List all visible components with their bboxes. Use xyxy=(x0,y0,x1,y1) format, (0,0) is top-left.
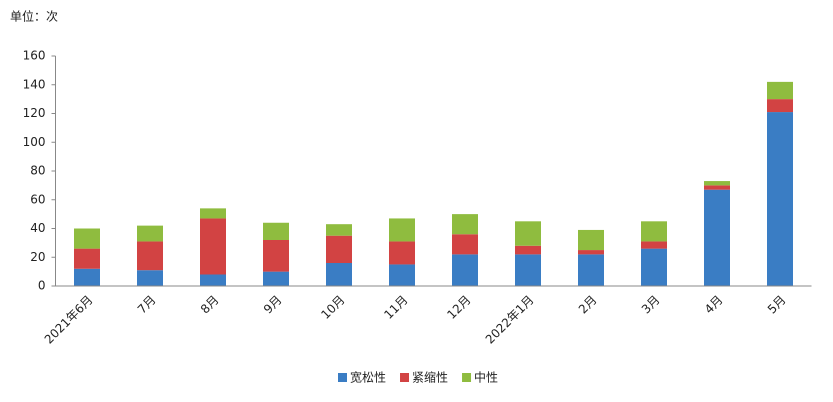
bar-segment xyxy=(767,99,793,113)
bar-segment xyxy=(767,112,793,286)
x-tick-label: 3月 xyxy=(639,293,663,317)
y-tick-label: 140 xyxy=(23,77,46,91)
x-tick-label: 11月 xyxy=(381,293,410,322)
bar-segment xyxy=(578,229,604,251)
y-tick-label: 160 xyxy=(23,49,46,63)
bar-segment xyxy=(578,250,604,255)
bar-segment xyxy=(389,218,415,242)
x-tick-label: 4月 xyxy=(702,293,726,317)
x-tick-label: 5月 xyxy=(765,293,789,317)
bar-segment xyxy=(137,241,163,271)
legend-label: 紧缩性 xyxy=(412,370,448,385)
legend-swatch xyxy=(400,373,410,382)
bar-segment xyxy=(641,221,667,242)
bar-segment xyxy=(767,81,793,100)
x-tick-label: 2022年1月 xyxy=(483,293,537,347)
bar-segment xyxy=(74,248,100,269)
bar-segment xyxy=(263,271,289,286)
bar-segment xyxy=(641,241,667,249)
x-tick-label: 8月 xyxy=(198,293,222,317)
bar-segment xyxy=(389,264,415,286)
legend-label: 中性 xyxy=(474,370,498,385)
legend-label: 宽松性 xyxy=(350,370,386,385)
unit-label: 单位：次 xyxy=(10,9,58,24)
x-tick-label: 2月 xyxy=(576,293,600,317)
x-tick-label: 10月 xyxy=(318,293,347,322)
bar-segment xyxy=(704,181,730,186)
bar-segment xyxy=(452,214,478,235)
bar-segment xyxy=(74,268,100,286)
bar-segment xyxy=(263,240,289,272)
y-tick-label: 100 xyxy=(23,135,46,149)
bar-segment xyxy=(515,245,541,255)
x-tick-label: 2021年6月 xyxy=(42,293,96,347)
bar-segment xyxy=(515,221,541,246)
bar-segment xyxy=(704,189,730,286)
x-tick-label: 7月 xyxy=(135,293,159,317)
y-tick-label: 40 xyxy=(30,221,45,235)
bar-segment xyxy=(452,254,478,286)
bar-segment xyxy=(704,185,730,190)
y-tick-label: 120 xyxy=(23,106,46,120)
x-tick-label: 9月 xyxy=(261,293,285,317)
y-tick-label: 80 xyxy=(30,164,45,178)
bar-segment xyxy=(200,218,226,275)
y-tick-label: 0 xyxy=(38,279,46,293)
bar-segment xyxy=(137,225,163,242)
bar-segment xyxy=(578,254,604,286)
legend-swatch xyxy=(462,373,472,382)
bar-segment xyxy=(200,274,226,286)
bar-segment xyxy=(326,235,352,263)
bar-segment xyxy=(389,241,415,265)
bar-segment xyxy=(200,208,226,219)
bar-segment xyxy=(74,228,100,249)
bar-segment xyxy=(641,248,667,286)
bar-segment xyxy=(326,224,352,236)
y-tick-label: 20 xyxy=(30,250,45,264)
bar-segment xyxy=(515,254,541,286)
legend-swatch xyxy=(338,373,347,382)
bar-segment xyxy=(137,270,163,286)
y-tick-label: 60 xyxy=(30,192,45,206)
bar-segment xyxy=(452,234,478,255)
bar-segment xyxy=(263,222,289,240)
x-tick-label: 12月 xyxy=(444,293,473,322)
bar-segment xyxy=(326,263,352,286)
